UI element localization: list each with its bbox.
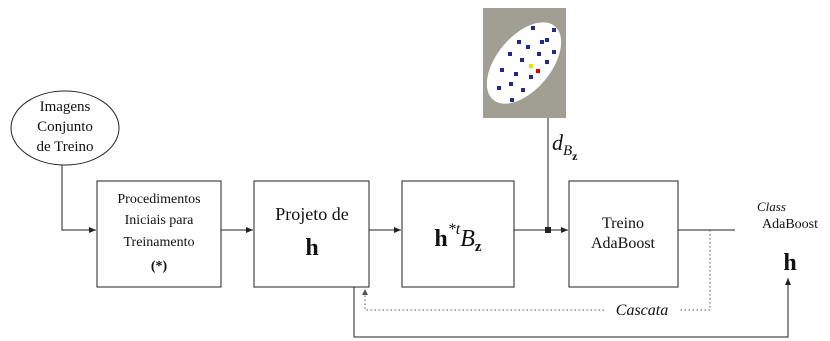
node-label: Iniciais para: [125, 213, 195, 228]
node-label: Imagens: [40, 99, 91, 115]
formula-sub: z: [475, 239, 482, 255]
node-label: Treino: [602, 215, 644, 232]
node-symbol: h: [305, 235, 318, 261]
node-label: Treinamento: [123, 235, 194, 250]
preprocess-node: Procedimentos Iniciais para Treinamento …: [97, 181, 221, 287]
node-label: Procedimentos: [117, 192, 200, 207]
output: Class AdaBoost h: [757, 199, 818, 276]
feature-sub: B: [563, 143, 572, 159]
input-node: Imagens Conjunto de Treino: [11, 91, 119, 165]
node-label: AdaBoost: [591, 235, 656, 252]
node-label: (*): [151, 259, 168, 274]
loop-label: Cascata: [616, 302, 668, 319]
train-node: Treino AdaBoost: [569, 181, 678, 287]
node-label: Conjunto: [37, 119, 93, 135]
feature-label: dBz: [552, 130, 578, 163]
formula-symbol: h: [434, 226, 447, 252]
feature-subsub: z: [572, 149, 578, 163]
diagram: Imagens Conjunto de Treino Procedimentos…: [0, 0, 830, 341]
design-node: Projeto de h: [254, 181, 369, 287]
output-class: Class: [757, 199, 786, 214]
node-label: Projeto de: [275, 204, 349, 224]
transform-node: h*tBz: [402, 181, 514, 287]
output-name: AdaBoost: [762, 217, 818, 232]
formula-var: B: [460, 226, 475, 252]
sample-image: [472, 8, 575, 118]
node-label: de Treino: [36, 139, 93, 155]
formula-sup: *t: [448, 221, 461, 238]
output-symbol: h: [783, 250, 796, 276]
